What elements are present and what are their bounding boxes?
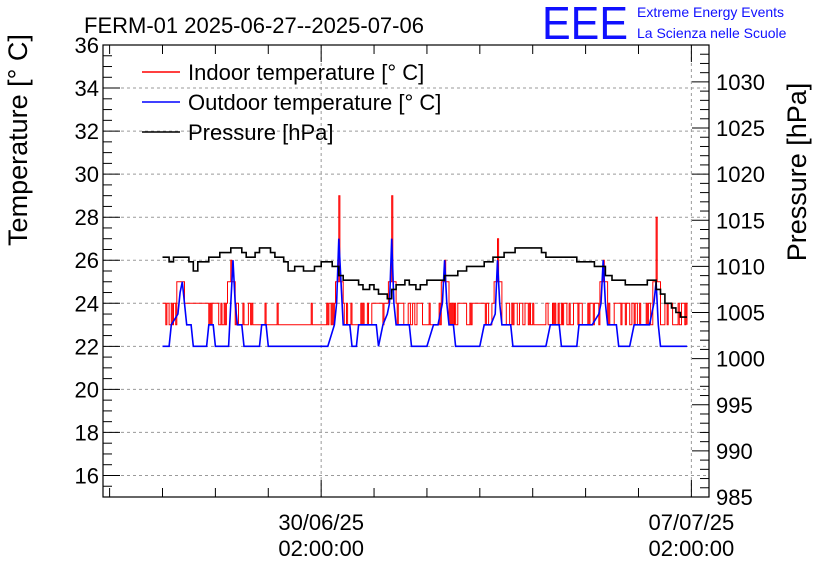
legend: Indoor temperature [° C] Outdoor tempera… xyxy=(142,60,441,145)
eee-logo: EEE Extreme Energy Events La Scienza nel… xyxy=(542,0,787,49)
y-tick-label: 28 xyxy=(75,205,99,230)
data-series xyxy=(162,195,688,348)
legend-indoor-label: Indoor temperature [° C] xyxy=(188,60,424,85)
y2-tick-label: 1010 xyxy=(716,254,765,279)
logo-line-2: La Scienza nelle Scuole xyxy=(637,25,787,41)
x-tick-time: 02:00:00 xyxy=(278,536,364,561)
y2-tick-label: 1005 xyxy=(716,301,765,326)
y2-tick-label: 990 xyxy=(716,439,753,464)
y2-axis-title: Pressure [hPa] xyxy=(782,83,812,262)
x-tick-date: 07/07/25 xyxy=(649,510,735,535)
y-tick-label: 30 xyxy=(75,162,99,187)
chart-title: FERM-01 2025-06-27--2025-07-06 xyxy=(84,13,424,38)
y2-tick-label: 985 xyxy=(716,485,753,510)
y2-tick-label: 995 xyxy=(716,393,753,418)
y-tick-label: 26 xyxy=(75,248,99,273)
series-outdoor-temperature xyxy=(162,238,687,348)
y-tick-label: 34 xyxy=(75,76,99,101)
legend-outdoor-label: Outdoor temperature [° C] xyxy=(188,90,441,115)
logo-line-1: Extreme Energy Events xyxy=(637,4,784,20)
y2-tick-label: 1015 xyxy=(716,208,765,233)
y-tick-label: 32 xyxy=(75,119,99,144)
series-pressure xyxy=(162,247,687,318)
legend-pressure-label: Pressure [hPa] xyxy=(188,120,334,145)
eee-logo-mark: EEE xyxy=(542,0,628,49)
y-tick-label: 18 xyxy=(75,420,99,445)
y-tick-label: 20 xyxy=(75,377,99,402)
y-tick-label: 16 xyxy=(75,463,99,488)
x-tick-date: 30/06/25 xyxy=(278,510,364,535)
axis-ticks: 16 18 20 22 24 26 28 30 32 34 36 985 990 995 1000 1005 1… xyxy=(75,33,765,561)
x-tick-time: 02:00:00 xyxy=(649,536,735,561)
y-axis-title: Temperature [° C] xyxy=(3,34,33,246)
y2-tick-label: 1030 xyxy=(716,70,765,95)
y-tick-label: 36 xyxy=(75,33,99,58)
y2-tick-label: 1025 xyxy=(716,116,765,141)
y2-tick-label: 1020 xyxy=(716,162,765,187)
y-tick-label: 22 xyxy=(75,334,99,359)
y2-tick-label: 1000 xyxy=(716,347,765,372)
y-tick-label: 24 xyxy=(75,291,99,316)
